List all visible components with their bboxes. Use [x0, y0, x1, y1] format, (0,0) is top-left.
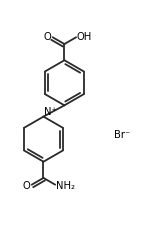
Text: NH₂: NH₂: [56, 181, 75, 191]
Text: Br⁻: Br⁻: [114, 130, 130, 140]
Text: OH: OH: [77, 32, 92, 42]
Text: O: O: [23, 181, 30, 191]
Text: N⁺: N⁺: [44, 107, 57, 117]
Text: O: O: [44, 32, 51, 42]
